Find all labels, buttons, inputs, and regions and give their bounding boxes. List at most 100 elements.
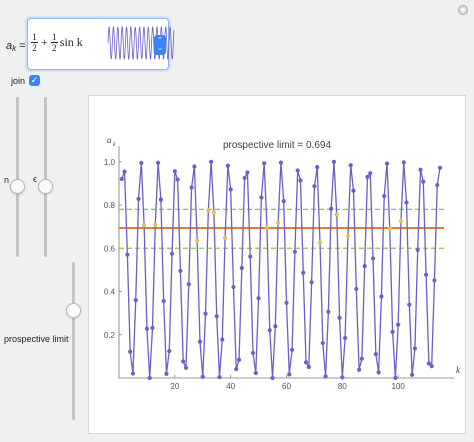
data-point bbox=[192, 164, 197, 169]
data-point bbox=[292, 249, 297, 254]
data-point bbox=[315, 165, 320, 170]
data-point bbox=[172, 169, 177, 174]
data-point bbox=[329, 206, 334, 211]
data-point bbox=[337, 315, 342, 321]
x-tick-label: 60 bbox=[282, 382, 291, 391]
highlight-point bbox=[345, 233, 351, 239]
data-point bbox=[220, 337, 225, 342]
y-tick-label: 0.2 bbox=[104, 331, 116, 340]
highlight-point bbox=[387, 226, 392, 231]
highlight-point bbox=[211, 210, 217, 215]
x-tick-label: 40 bbox=[226, 382, 235, 391]
data-point bbox=[181, 359, 186, 364]
data-point bbox=[122, 169, 127, 174]
y-tick-label: 0.8 bbox=[104, 201, 116, 210]
data-point bbox=[164, 371, 169, 376]
data-point bbox=[228, 187, 233, 192]
data-point bbox=[183, 365, 189, 370]
data-point bbox=[298, 178, 303, 183]
highlight-point bbox=[206, 208, 211, 213]
data-point bbox=[130, 371, 136, 376]
data-point bbox=[273, 324, 278, 329]
data-point bbox=[423, 272, 429, 277]
data-point bbox=[415, 247, 420, 253]
data-point bbox=[370, 256, 376, 261]
n-slider-thumb[interactable] bbox=[10, 179, 25, 194]
data-point bbox=[167, 348, 172, 354]
data-point bbox=[267, 328, 272, 333]
highlight-point bbox=[398, 218, 404, 224]
data-point bbox=[253, 370, 258, 376]
data-point bbox=[384, 161, 390, 166]
x-axis-label: k bbox=[456, 365, 461, 375]
highlight-point bbox=[264, 225, 270, 230]
join-label: join bbox=[11, 76, 26, 86]
y-tick-label: 0.4 bbox=[104, 288, 116, 297]
y-axis-label: a bbox=[107, 135, 112, 145]
data-point bbox=[331, 159, 337, 164]
data-point bbox=[407, 302, 412, 307]
data-point bbox=[362, 263, 367, 269]
data-point bbox=[150, 325, 155, 331]
data-point bbox=[418, 167, 423, 172]
highlight-point bbox=[142, 223, 147, 228]
data-point bbox=[225, 163, 230, 168]
data-point bbox=[354, 286, 359, 292]
data-point bbox=[404, 200, 409, 205]
data-point bbox=[231, 284, 236, 290]
data-point bbox=[343, 335, 348, 341]
data-point bbox=[256, 296, 261, 301]
data-point bbox=[351, 188, 356, 193]
select-arrows-icon[interactable]: ⌃ ⌄ bbox=[154, 35, 166, 55]
data-point bbox=[284, 300, 289, 305]
ak-label: ak = bbox=[6, 40, 26, 53]
data-point bbox=[393, 375, 398, 381]
x-tick-label: 100 bbox=[391, 382, 405, 391]
data-point bbox=[175, 177, 180, 182]
data-point bbox=[356, 367, 362, 372]
reset-icon[interactable] bbox=[458, 5, 468, 15]
data-point bbox=[365, 174, 370, 180]
data-point bbox=[429, 364, 434, 369]
formula-function: sin k bbox=[59, 35, 83, 49]
data-point bbox=[158, 197, 163, 202]
plot-panel: prospective limit = 0.694 20 40 60 80 100 0.2 0… bbox=[88, 95, 466, 434]
data-point bbox=[348, 163, 353, 168]
n-slider-track[interactable] bbox=[16, 97, 19, 257]
data-point bbox=[306, 364, 311, 370]
data-point bbox=[278, 160, 284, 165]
limit-slider-thumb[interactable] bbox=[66, 303, 81, 318]
data-point bbox=[410, 372, 415, 377]
chart-title: prospective limit = 0.694 bbox=[223, 140, 332, 151]
highlight-point bbox=[334, 212, 339, 217]
epsilon-slider-thumb[interactable] bbox=[38, 179, 53, 194]
data-point bbox=[119, 176, 124, 182]
data-point bbox=[259, 195, 264, 200]
highlight-point bbox=[317, 240, 323, 245]
data-point bbox=[326, 309, 331, 314]
data-point bbox=[432, 278, 437, 283]
data-point bbox=[303, 360, 309, 365]
data-point bbox=[379, 294, 384, 299]
epsilon-slider-track[interactable] bbox=[44, 97, 47, 257]
data-point bbox=[281, 198, 286, 204]
data-point bbox=[382, 193, 387, 199]
data-point bbox=[289, 347, 295, 352]
data-point bbox=[214, 314, 219, 319]
data-point bbox=[340, 375, 345, 380]
join-checkbox[interactable]: ✓ bbox=[29, 75, 40, 86]
data-point bbox=[270, 375, 275, 381]
data-point bbox=[368, 171, 373, 176]
data-point bbox=[301, 270, 306, 275]
data-point bbox=[295, 168, 300, 173]
limit-slider-track[interactable] bbox=[72, 262, 75, 420]
data-point bbox=[209, 159, 214, 164]
data-point bbox=[245, 170, 250, 175]
data-point bbox=[435, 182, 440, 188]
data-point bbox=[161, 298, 166, 304]
series-line bbox=[121, 161, 441, 379]
data-point bbox=[287, 372, 292, 377]
